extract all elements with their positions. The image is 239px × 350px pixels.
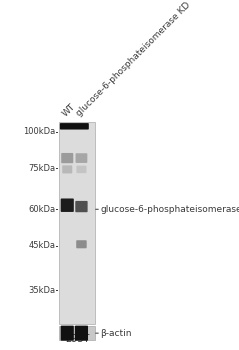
Text: glucose-6-phosphateisomerase: glucose-6-phosphateisomerase [100,205,239,214]
Text: 35kDa: 35kDa [28,286,55,295]
Text: WT: WT [61,102,77,118]
Text: 45kDa: 45kDa [28,241,55,250]
Text: 75kDa: 75kDa [28,164,55,173]
FancyBboxPatch shape [75,201,88,212]
FancyBboxPatch shape [76,166,87,173]
FancyBboxPatch shape [62,165,72,174]
Text: β-actin: β-actin [100,329,132,338]
FancyBboxPatch shape [76,240,87,248]
FancyBboxPatch shape [61,198,74,212]
FancyBboxPatch shape [75,326,88,341]
FancyBboxPatch shape [61,153,73,163]
Text: glucose-6-phosphateisomerase KD: glucose-6-phosphateisomerase KD [75,1,193,118]
Text: 293T: 293T [65,334,89,344]
FancyBboxPatch shape [60,123,89,130]
Bar [59,326,95,341]
Text: 100kDa: 100kDa [23,127,55,136]
FancyBboxPatch shape [61,326,74,341]
Bar [59,122,95,324]
Text: 60kDa: 60kDa [28,205,55,214]
FancyBboxPatch shape [76,153,87,163]
